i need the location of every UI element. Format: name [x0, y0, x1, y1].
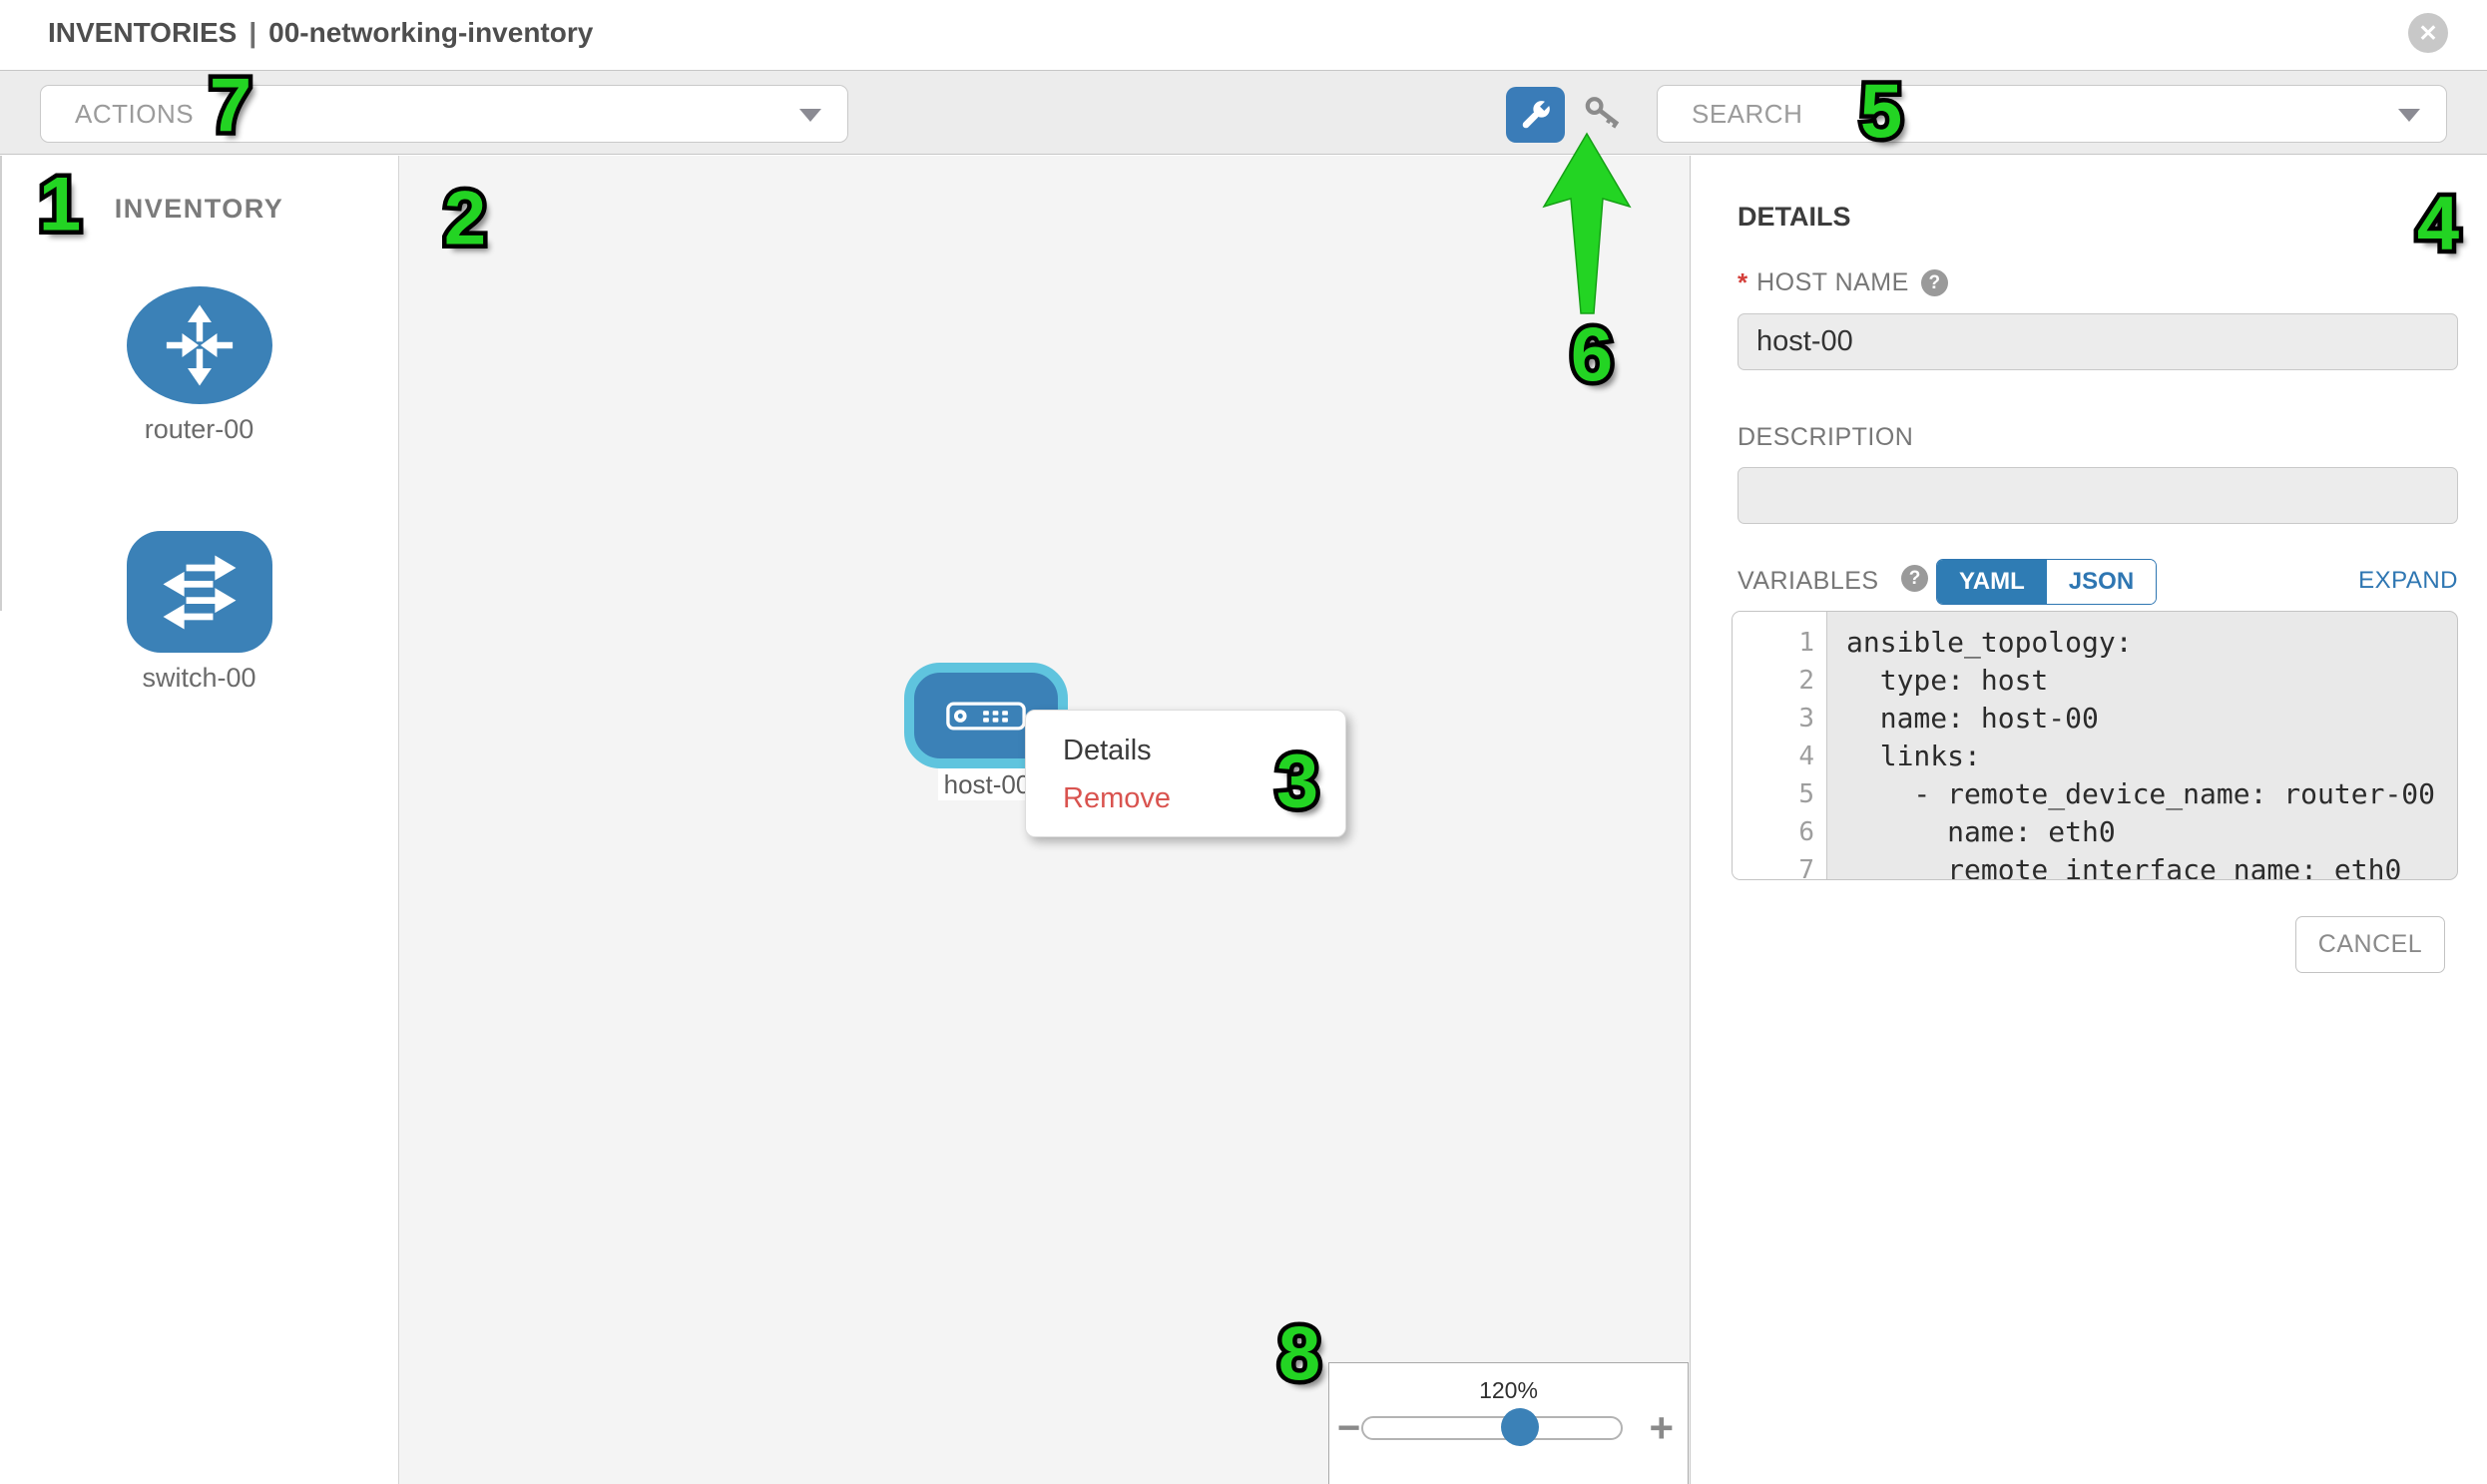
variables-format-toggle: YAML JSON [1936, 559, 2158, 605]
editor-code[interactable]: ansible_topology: type: host name: host-… [1828, 612, 2457, 880]
description-label: DESCRIPTION [1738, 423, 1914, 451]
required-asterisk: * [1738, 267, 1748, 297]
zoom-control-panel: 120% − + [1328, 1362, 1689, 1484]
zoom-slider-thumb[interactable] [1501, 1408, 1539, 1446]
close-icon: ✕ [2418, 19, 2438, 46]
annotation-number-3: 3 [1271, 735, 1322, 828]
inventory-item-switch[interactable]: switch-00 [126, 531, 272, 694]
breadcrumb-item: 00-networking-inventory [268, 17, 594, 48]
description-label-row: DESCRIPTION [1738, 423, 1913, 452]
actions-dropdown[interactable]: ACTIONS [40, 85, 848, 143]
key-button[interactable] [1583, 93, 1627, 135]
zoom-in-button[interactable]: + [1649, 1407, 1674, 1449]
inventory-item-label: switch-00 [142, 663, 256, 693]
zoom-level-value: 120% [1479, 1377, 1538, 1403]
inventory-item-label: router-00 [144, 414, 254, 444]
dropdown-caret-icon [799, 109, 821, 122]
page-title: INVENTORIES | 00-networking-inventory [48, 17, 593, 49]
variables-editor[interactable]: 1 2 3 4 5 6 7 ansible_topology: type: ho… [1732, 611, 2458, 880]
variables-label: VARIABLES [1738, 567, 1879, 595]
breadcrumb-section: INVENTORIES [48, 17, 238, 48]
cancel-button[interactable]: CANCEL [2295, 916, 2445, 973]
code-line: name: eth0 [1846, 815, 2116, 848]
editor-line-numbers: 1 2 3 4 5 6 7 [1733, 612, 1827, 879]
code-line: type: host [1846, 664, 2049, 697]
annotation-number-5: 5 [1855, 65, 1906, 159]
description-input[interactable] [1738, 467, 2458, 524]
router-icon [126, 286, 272, 404]
annotation-number-7: 7 [205, 59, 255, 153]
code-line: links: [1846, 740, 1981, 772]
code-line: name: host-00 [1846, 702, 2099, 735]
annotation-number-8: 8 [1273, 1307, 1324, 1401]
actions-dropdown-label: ACTIONS [75, 98, 195, 129]
help-icon[interactable]: ? [1920, 269, 1948, 296]
annotation-number-2: 2 [439, 172, 490, 265]
help-icon[interactable]: ? [1901, 565, 1928, 592]
inventory-scrollbar[interactable] [0, 156, 2, 611]
key-icon [1585, 97, 1620, 129]
code-line: - remote_device_name: router-00 [1846, 777, 2436, 810]
code-line: ansible_topology: [1846, 626, 2133, 659]
inventory-panel: INVENTORY router-00 [0, 156, 399, 1484]
toolbar: ACTIONS SEARCH [0, 70, 2487, 155]
toggle-yaml[interactable]: YAML [1937, 560, 2047, 604]
annotation-number-6: 6 [1566, 308, 1617, 402]
variables-row: VARIABLES ? YAML JSON EXPAND [1738, 559, 2458, 605]
inventory-item-router[interactable]: router-00 [126, 286, 272, 445]
minus-icon: − [1337, 1406, 1361, 1450]
zoom-out-button[interactable]: − [1337, 1408, 1360, 1448]
context-menu-remove[interactable]: Remove [1063, 782, 1171, 814]
expand-link[interactable]: EXPAND [2358, 567, 2458, 594]
context-menu-details[interactable]: Details [1063, 735, 1152, 766]
annotation-number-4: 4 [2412, 177, 2463, 270]
details-panel: DETAILS * HOST NAME ? DESCRIPTION VARIAB… [1692, 156, 2487, 1484]
inventory-panel-title: INVENTORY [114, 194, 284, 224]
annotation-arrow-icon [1542, 132, 1632, 314]
close-button[interactable]: ✕ [2408, 13, 2448, 53]
details-panel-title: DETAILS [1738, 202, 1851, 232]
host-name-input[interactable] [1738, 313, 2458, 370]
host-node-label: host-00 [938, 768, 1036, 800]
zoom-slider-track[interactable] [1361, 1408, 1623, 1446]
wrench-icon [1522, 98, 1552, 129]
search-dropdown-label: SEARCH [1692, 98, 1803, 129]
code-line: remote_interface_name: eth0 [1846, 853, 2402, 880]
node-context-menu: Details Remove [1025, 710, 1346, 837]
annotation-number-1: 1 [34, 158, 85, 251]
tools-button[interactable] [1506, 87, 1565, 143]
search-dropdown[interactable]: SEARCH [1657, 85, 2447, 143]
host-icon [946, 701, 1026, 731]
dropdown-caret-icon [2398, 109, 2420, 122]
switch-icon [126, 531, 272, 653]
plus-icon: + [1649, 1404, 1674, 1451]
topology-canvas[interactable]: host-00 Details Remove 120% − + [399, 156, 1691, 1484]
toggle-json[interactable]: JSON [2046, 560, 2157, 604]
host-name-label: HOST NAME [1756, 268, 1909, 296]
app-header: INVENTORIES | 00-networking-inventory ✕ [0, 0, 2487, 70]
breadcrumb-separator: | [249, 17, 257, 48]
host-name-label-row: * HOST NAME ? [1738, 267, 1948, 298]
